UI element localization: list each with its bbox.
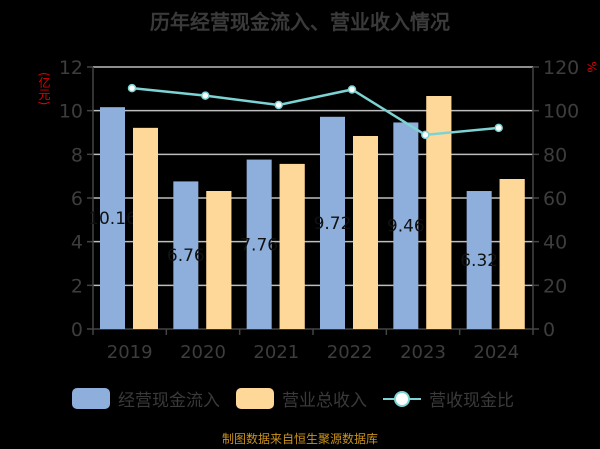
line-marker-icon — [383, 390, 421, 407]
x-tick-label: 2019 — [107, 342, 153, 363]
y2-tick-label: 40 — [543, 232, 567, 254]
bar-cash-inflow[interactable] — [320, 116, 345, 329]
ratio-point[interactable] — [347, 85, 357, 94]
legend-item-revenue[interactable]: 营业总收入 — [236, 386, 367, 411]
ratio-point[interactable] — [494, 123, 503, 133]
chart-title: 历年经营现金流入、营业收入情况 — [150, 10, 450, 34]
y-tick-label: 6 — [71, 188, 83, 210]
bar-value-label: 9.46 — [387, 217, 425, 237]
ratio-point[interactable] — [127, 83, 137, 93]
y-tick-label: 4 — [71, 232, 83, 254]
x-tick-label: 2023 — [400, 342, 446, 363]
x-tick-label: 2024 — [473, 342, 519, 363]
legend-label: 经营现金流入 — [118, 391, 220, 411]
legend-swatch — [236, 388, 274, 409]
bar-cash-inflow[interactable] — [100, 107, 125, 329]
x-tick-label: 2021 — [253, 342, 299, 363]
bar-cash-inflow[interactable] — [393, 122, 419, 329]
y-tick-label: 10 — [59, 101, 83, 123]
x-tick-label: 2020 — [180, 342, 226, 363]
y2-tick-label: 80 — [543, 144, 567, 166]
ratio-point[interactable] — [274, 100, 283, 110]
bar-cash-inflow[interactable] — [246, 159, 272, 329]
legend-label: 营业总收入 — [282, 391, 367, 411]
legend-label: 营收现金比 — [429, 391, 514, 411]
x-tick-label: 2022 — [327, 342, 373, 363]
bar-value-label: 9.72 — [314, 214, 352, 234]
data-source-note: 制图数据来自恒生聚源数据库 — [221, 432, 378, 446]
bar-value-label: 7.76 — [240, 235, 278, 255]
y-tick-label: 2 — [71, 275, 83, 297]
legend: 经营现金流入 营业总收入 营收现金比 — [72, 386, 530, 411]
legend-item-ratio[interactable]: 营收现金比 — [383, 386, 514, 411]
left-axis-unit: (亿元) — [37, 72, 51, 106]
y2-tick-label: 120 — [543, 57, 579, 79]
bar-cash-inflow[interactable] — [466, 191, 492, 329]
bar-cash-inflow[interactable] — [173, 181, 199, 329]
ratio-point[interactable] — [421, 130, 430, 140]
y-tick-label: 8 — [71, 144, 83, 166]
bar-value-label: 6.76 — [167, 246, 205, 266]
ratio-point[interactable] — [201, 91, 210, 100]
chart-plot: 02468101202040608010012010.1620196.76202… — [59, 57, 579, 363]
y2-tick-label: 0 — [543, 319, 555, 341]
y-tick-label: 12 — [59, 57, 83, 79]
y2-tick-label: 100 — [543, 101, 579, 123]
y-tick-label: 0 — [71, 319, 83, 341]
y2-tick-label: 60 — [543, 188, 567, 210]
ratio-line — [131, 86, 499, 137]
bar-value-label: 10.16 — [88, 209, 137, 229]
legend-item-cash-inflow[interactable]: 经营现金流入 — [72, 386, 220, 411]
bar-value-label: 6.32 — [460, 251, 498, 271]
y2-tick-label: 20 — [543, 275, 567, 297]
legend-swatch — [72, 388, 110, 409]
